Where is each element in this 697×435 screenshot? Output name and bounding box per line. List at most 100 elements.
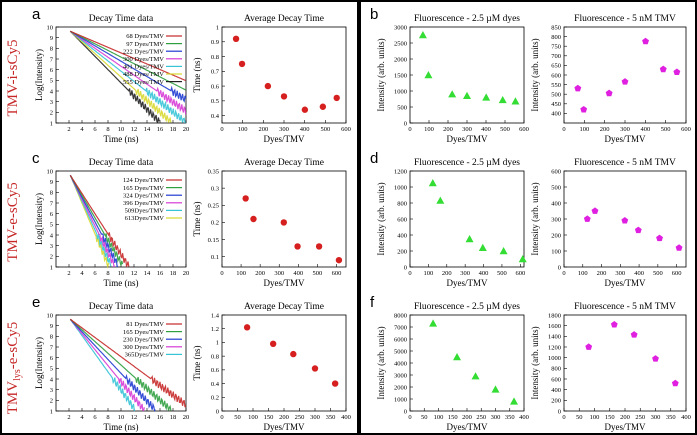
x-tick-label: 300 — [651, 414, 661, 421]
y-tick-label: 800 — [397, 200, 407, 207]
x-tick-label: 18 — [170, 414, 177, 421]
y-tick-label: 0 — [404, 120, 407, 127]
legend-label: 555 Dyes/TMV — [123, 79, 164, 86]
legend-label: 165 Dyes/TMV — [123, 185, 164, 192]
x-tick-label: 250 — [476, 414, 486, 421]
x-tick-label: 0 — [220, 126, 223, 133]
x-tick-label: 12 — [131, 270, 138, 277]
row-label-2: TMV-e-sCy5 — [5, 182, 21, 261]
chart-title: Fluorescence - 5 nM TMV — [574, 14, 676, 24]
y-tick-label: 0 — [404, 264, 407, 271]
data-point — [280, 219, 288, 226]
plot-frame — [409, 170, 525, 268]
chart-f-fluorescence-tmv: Fluorescence - 5 nM TMV 0 50 100 150 200 250 30… — [530, 302, 691, 432]
panel-letter-a: a — [32, 6, 41, 23]
y-tick-label: 6 — [50, 355, 54, 362]
chart-c-average-decay-time: Average Decay Time 0 100 200 300 400 500 600 0.1… — [192, 158, 347, 288]
y-tick-label: 1 — [216, 340, 219, 347]
x-tick-label: 400 — [293, 270, 303, 277]
x-tick-label: 400 — [634, 270, 644, 277]
y-tick-label: 1400 — [548, 334, 561, 341]
data-point — [453, 353, 462, 361]
y-tick-label: 9 — [50, 323, 53, 330]
y-tick-label: 8 — [50, 334, 53, 341]
data-point — [311, 365, 319, 372]
y-tick-label: 9 — [50, 35, 53, 42]
x-tick-label: 0 — [408, 414, 411, 421]
x-tick-label: 300 — [462, 126, 472, 133]
legend-label: 68 Dyes/TMV — [126, 33, 164, 40]
data-point — [478, 243, 487, 251]
data-point — [673, 68, 681, 75]
data-point — [418, 31, 427, 39]
legend-label: 396 Dyes/TMV — [123, 200, 164, 207]
data-point — [585, 343, 593, 350]
x-tick-label: 200 — [600, 126, 610, 133]
y-tick-label: 0.6 — [211, 83, 220, 90]
x-tick-label: 150 — [605, 414, 615, 421]
y-tick-label: 2 — [50, 254, 53, 261]
data-point — [448, 90, 457, 98]
x-tick-label: 100 — [578, 270, 588, 277]
x-axis-label: Dyes/TMV — [605, 278, 646, 288]
y-axis-label: Time (ns) — [192, 202, 202, 237]
plot-frame — [221, 26, 347, 124]
data-point — [574, 84, 582, 92]
data-point — [319, 103, 327, 110]
y-tick-label: 600 — [551, 376, 561, 383]
data-point — [232, 35, 240, 43]
y-tick-label: 1600 — [548, 323, 561, 330]
y-tick-label: 7000 — [394, 324, 407, 331]
chart-title: Decay Time data — [89, 158, 154, 168]
x-axis-label: Dyes/TMV — [447, 278, 488, 288]
y-tick-label: 7 — [50, 344, 54, 351]
y-tick-label: 5 — [50, 366, 53, 373]
row-label-3-sub: lys — [12, 369, 23, 381]
x-tick-label: 2 — [67, 414, 70, 421]
x-tick-label: 0 — [408, 126, 411, 133]
y-tick-label: 6000 — [394, 336, 407, 343]
x-tick-label: 6 — [93, 270, 97, 277]
legend-label: 165 Dyes/TMV — [123, 329, 164, 336]
x-tick-label: 20 — [183, 270, 190, 277]
series-line — [70, 30, 186, 82]
x-tick-label: 600 — [341, 126, 351, 133]
y-tick-label: 0.2 — [211, 395, 219, 402]
x-tick-label: 18 — [170, 126, 177, 133]
series-line — [69, 318, 145, 412]
data-point — [621, 217, 629, 224]
x-tick-label: 0 — [220, 414, 223, 421]
y-tick-label: 500 — [551, 184, 561, 191]
x-tick-label: 0 — [562, 270, 565, 277]
x-tick-label: 200 — [443, 126, 453, 133]
y-tick-label: 600 — [551, 72, 561, 79]
x-tick-label: 400 — [300, 126, 310, 133]
x-tick-label: 350 — [666, 414, 676, 421]
y-tick-label: 0.4 — [211, 381, 220, 388]
legend-label: 222 Dyes/TMV — [123, 48, 164, 55]
y-axis-label: Intensity (arb. units) — [376, 182, 386, 255]
data-point — [290, 350, 297, 358]
chart-d-fluorescence-tmv: Fluorescence - 5 nM TMV 0 100 200 300 400 500 6… — [530, 158, 687, 288]
x-tick-label: 2 — [67, 270, 70, 277]
y-tick-label: 0.9 — [211, 39, 219, 46]
x-tick-label: 500 — [661, 126, 671, 133]
y-tick-label: 0.5 — [211, 98, 219, 105]
y-tick-label: 0.1 — [211, 254, 219, 261]
y-tick-label: 1000 — [394, 88, 407, 95]
data-point — [242, 195, 249, 202]
y-axis-label: Log(Intensity) — [34, 193, 44, 245]
data-point — [518, 255, 527, 263]
x-tick-label: 600 — [681, 126, 691, 133]
y-axis-label: Intensity (arb. units) — [530, 326, 540, 399]
x-tick-label: 4 — [80, 126, 84, 133]
x-tick-label: 0 — [408, 270, 411, 277]
y-tick-label: 200 — [397, 248, 407, 255]
data-point — [333, 94, 340, 102]
row-label-1: TMV-i-sCy5 — [5, 40, 21, 117]
x-tick-label: 400 — [519, 414, 529, 421]
y-tick-label: 400 — [551, 200, 561, 207]
data-point — [436, 196, 445, 204]
